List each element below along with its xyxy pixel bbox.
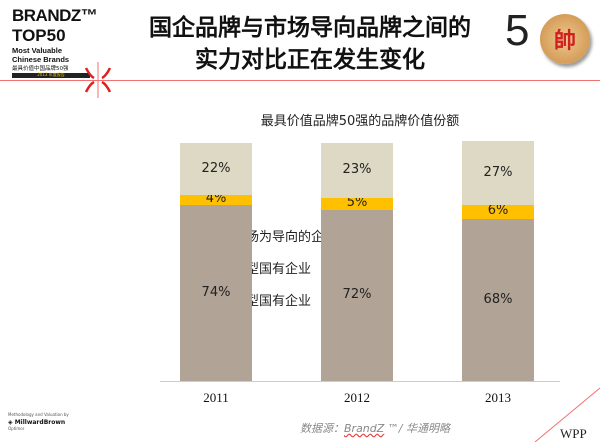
data-label: 27%	[483, 164, 513, 180]
logo-line: Most Valuable	[12, 46, 63, 55]
data-label: 5%	[346, 194, 368, 210]
logo-line: 2013 年度报告	[12, 73, 90, 78]
x-tick-label: 2012	[344, 390, 370, 405]
millward-brown-logo: Methodology and Valuation by ◈ MillwardB…	[8, 412, 69, 431]
source-brand: BrandZ	[344, 422, 385, 435]
slide-title-line2: 实力对比正在发生变化	[195, 47, 425, 73]
bar-segment	[180, 195, 252, 205]
slide-title-line1: 国企品牌与市场导向品牌之间的	[149, 15, 471, 41]
logo-line: TOP50	[12, 26, 66, 45]
data-label: 68%	[483, 292, 513, 308]
company-sub: Optimor	[8, 426, 25, 431]
chart-title: 最具价值品牌50强的品牌价值份额	[260, 114, 460, 129]
bar-segment	[462, 140, 534, 205]
badge-number: 5	[505, 6, 530, 55]
company-name: MillwardBrown	[14, 419, 66, 426]
logo-line: BRANDZ™	[12, 6, 98, 25]
source-suffix: ™/ 华通明略	[384, 422, 451, 435]
bar-segment	[462, 219, 534, 381]
bar-segment	[321, 143, 393, 198]
source-note: 数据源：BrandZ ™/ 华通明略	[300, 420, 450, 436]
data-label: 22%	[201, 161, 231, 177]
data-label: 6%	[487, 203, 509, 219]
brandz-logo: BRANDZ™ TOP50 Most Valuable Chinese Bran…	[12, 6, 98, 78]
divider	[0, 80, 600, 81]
logo-line: 最具价值中国品牌50强	[12, 66, 69, 72]
data-label: 23%	[342, 162, 372, 178]
chess-coin-icon: 帥	[540, 14, 590, 64]
logo-line: Chinese Brands	[12, 55, 70, 64]
x-axis	[160, 381, 560, 382]
bar-segment	[180, 143, 252, 196]
data-label: 72%	[342, 287, 372, 303]
data-label: 74%	[201, 284, 231, 300]
bar-segment	[321, 209, 393, 381]
bar-segment	[462, 204, 534, 220]
x-tick-label: 2011	[203, 390, 229, 405]
bar-segment	[180, 204, 252, 381]
wpp-logo: WPP	[560, 426, 587, 441]
methodology-text: Methodology and Valuation by	[8, 412, 69, 417]
crosshair-icon	[84, 62, 112, 98]
bar-segment	[321, 197, 393, 210]
diamond-icon: ◈	[8, 419, 15, 426]
source-prefix: 数据源：	[300, 422, 344, 435]
x-tick-label: 2013	[485, 390, 511, 405]
